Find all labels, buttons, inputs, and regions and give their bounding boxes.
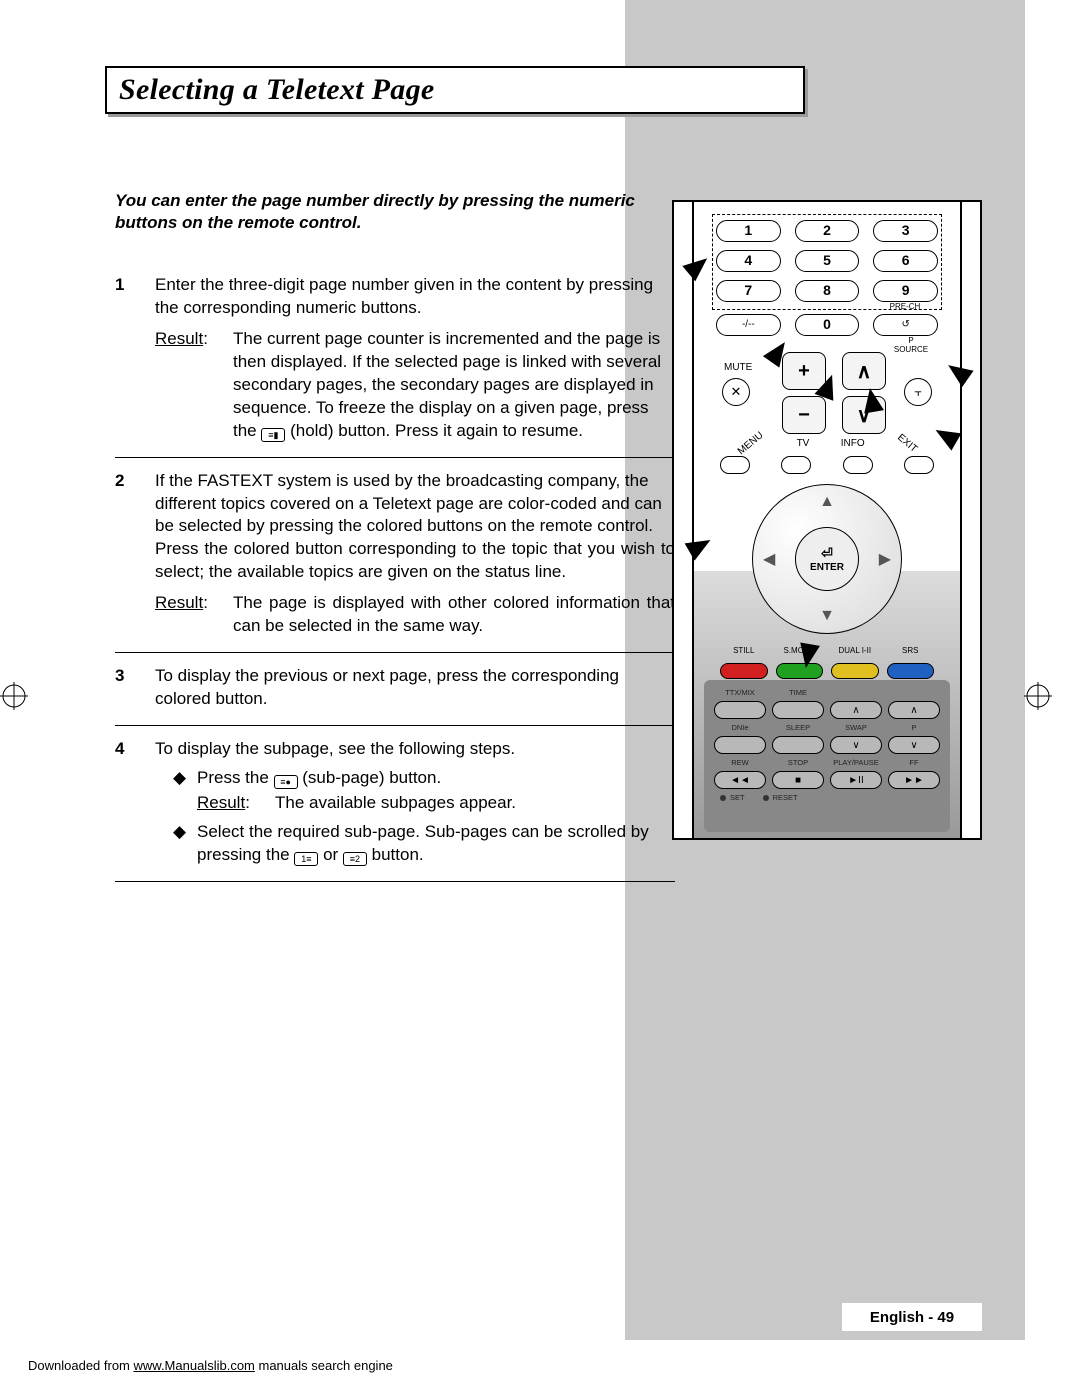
remote-illustration: 1 2 3 4 5 6 7 8 9 PRE-CH -/-- 0 ↺ PSOURC…	[672, 200, 982, 840]
p-button: ∨	[888, 736, 940, 754]
num-5: 5	[795, 250, 860, 272]
numeric-keypad: 1 2 3 4 5 6 7 8 9	[716, 220, 938, 302]
step-2-body: If the FASTEXT system is used by the bro…	[155, 470, 675, 639]
step-4-bullet-2: ◆ Select the required sub-page. Sub-page…	[155, 821, 675, 867]
stop-button: ■	[772, 771, 824, 789]
dpad-right-icon: ▶	[879, 549, 891, 569]
exit-button	[904, 456, 934, 474]
hold-icon: ≡▮	[261, 428, 285, 442]
vol-down: −	[782, 396, 826, 434]
yellow-button	[831, 663, 879, 679]
step-2-result: The page is displayed with other colored…	[233, 592, 675, 638]
tv-button	[781, 456, 811, 474]
info-button	[843, 456, 873, 474]
crop-mark-left-icon	[0, 682, 28, 710]
step-2: 2 If the FASTEXT system is used by the b…	[115, 458, 675, 654]
pointer-icon	[860, 386, 884, 413]
color-buttons-row: STILL S.MODE DUAL I-II SRS	[720, 646, 934, 679]
mute-button: ✕	[722, 378, 750, 406]
step-1-result: The current page counter is incremented …	[233, 328, 675, 443]
intro-text: You can enter the page number directly b…	[115, 190, 675, 234]
result-label: Result:	[155, 592, 233, 638]
rew-button: ◄◄	[714, 771, 766, 789]
blue-button	[887, 663, 935, 679]
step-4-num: 4	[115, 738, 155, 867]
dash-btn: -/--	[716, 314, 781, 336]
num-7: 7	[716, 280, 781, 302]
lower-btn: ∧	[888, 701, 940, 719]
pre-ch-btn: ↺	[873, 314, 938, 336]
red-button	[720, 663, 768, 679]
next-subpage-icon: ≡2	[343, 852, 367, 866]
step-3-body: To display the previous or next page, pr…	[155, 665, 675, 711]
pre-ch-label: PRE-CH	[880, 302, 930, 311]
footer-link[interactable]: www.Manualslib.com	[134, 1358, 255, 1373]
footer-download: Downloaded from www.Manualslib.com manua…	[28, 1358, 393, 1373]
num-8: 8	[795, 280, 860, 302]
page-number: English - 49	[842, 1303, 982, 1331]
mute-label: MUTE	[724, 362, 752, 373]
bullet-icon: ◆	[173, 821, 197, 867]
step-3: 3 To display the previous or next page, …	[115, 653, 675, 726]
pointer-icon	[942, 357, 973, 387]
set-indicator: SET	[720, 793, 745, 802]
page-title: Selecting a Teletext Page	[119, 73, 434, 107]
step-4-text: To display the subpage, see the followin…	[155, 739, 515, 758]
result-label: Result:	[155, 328, 233, 443]
enter-button: ⏎ ENTER	[795, 527, 859, 591]
pointer-icon	[796, 642, 820, 669]
title-box: Selecting a Teletext Page	[105, 66, 805, 114]
num-6: 6	[873, 250, 938, 272]
play-pause-button: ►II	[830, 771, 882, 789]
num-2: 2	[795, 220, 860, 242]
subpage-icon: ≡●	[274, 775, 298, 789]
num-9: 9	[873, 280, 938, 302]
ch-up: ∧	[842, 352, 886, 390]
mid-labels: MENU TV INFO EXIT	[694, 438, 960, 449]
lower-btn: ∧	[830, 701, 882, 719]
mid-buttons	[720, 456, 934, 474]
step-1-num: 1	[115, 274, 155, 443]
dpad-left-icon: ◀	[763, 549, 775, 569]
dpad-up-icon: ▲	[819, 493, 835, 511]
pointer-icon	[685, 531, 716, 560]
lower-panel: TTX/MIX TIME ∧ ∧ DNIe SLEEP SWAP P	[704, 680, 950, 832]
crop-mark-right-icon	[1024, 682, 1052, 710]
step-2-text2: Press the colored button corresponding t…	[155, 538, 675, 584]
prev-subpage-icon: 1≡	[294, 852, 318, 866]
reset-indicator: RESET	[763, 793, 798, 802]
time-button	[772, 701, 824, 719]
ff-button: ►►	[888, 771, 940, 789]
step-4: 4 To display the subpage, see the follow…	[115, 726, 675, 882]
dnie-button	[714, 736, 766, 754]
step-3-num: 3	[115, 665, 155, 711]
step-2-text: If the FASTEXT system is used by the bro…	[155, 471, 662, 536]
bullet-icon: ◆	[173, 767, 197, 815]
pointer-icon	[682, 251, 713, 282]
step-4-bullet-1: ◆ Press the ≡● (sub-page) button. Result…	[155, 767, 675, 815]
sleep-button	[772, 736, 824, 754]
num-3: 3	[873, 220, 938, 242]
swap-button: ∨	[830, 736, 882, 754]
num-4: 4	[716, 250, 781, 272]
dpad-down-icon: ▼	[819, 607, 835, 625]
dpad: ▲ ▼ ◀ ▶ ⏎ ENTER	[752, 484, 902, 634]
steps-list: 1 Enter the three-digit page number give…	[115, 262, 675, 882]
ttx-button	[714, 701, 766, 719]
step-1-body: Enter the three-digit page number given …	[155, 274, 675, 443]
step-2-num: 2	[115, 470, 155, 639]
step-3-text: To display the previous or next page, pr…	[155, 666, 619, 708]
source-button: ⫟	[904, 378, 932, 406]
num-1: 1	[716, 220, 781, 242]
num-0: 0	[795, 314, 860, 336]
step-1-text: Enter the three-digit page number given …	[155, 275, 653, 317]
step-1: 1 Enter the three-digit page number give…	[115, 262, 675, 458]
page: Selecting a Teletext Page You can enter …	[0, 0, 1080, 1397]
step-4-body: To display the subpage, see the followin…	[155, 738, 675, 867]
menu-button	[720, 456, 750, 474]
